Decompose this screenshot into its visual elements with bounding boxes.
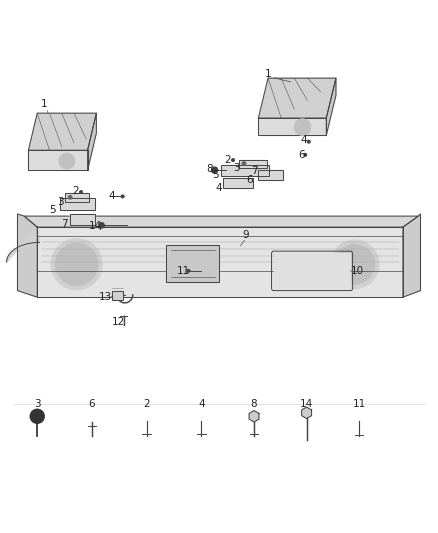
Text: 2: 2 xyxy=(72,186,79,196)
Circle shape xyxy=(307,140,310,143)
Text: 11: 11 xyxy=(177,266,190,276)
Bar xyxy=(221,165,269,176)
Bar xyxy=(112,290,123,300)
Text: 14: 14 xyxy=(89,221,102,231)
Bar xyxy=(166,245,219,282)
Polygon shape xyxy=(258,78,336,118)
Bar xyxy=(70,214,95,225)
Text: 5: 5 xyxy=(49,205,56,215)
Polygon shape xyxy=(166,245,219,282)
Circle shape xyxy=(121,195,124,198)
Text: 9: 9 xyxy=(243,230,250,240)
Polygon shape xyxy=(28,113,96,150)
Text: 4: 4 xyxy=(108,190,115,200)
Circle shape xyxy=(56,243,98,285)
Text: 7: 7 xyxy=(61,220,68,229)
Polygon shape xyxy=(221,165,269,176)
Polygon shape xyxy=(403,214,420,297)
Polygon shape xyxy=(258,118,326,135)
Circle shape xyxy=(335,245,374,284)
Polygon shape xyxy=(258,170,283,180)
Text: 3: 3 xyxy=(233,164,240,173)
Polygon shape xyxy=(28,150,88,170)
Polygon shape xyxy=(70,214,95,225)
Polygon shape xyxy=(7,227,39,262)
Polygon shape xyxy=(65,193,89,201)
Circle shape xyxy=(68,196,72,199)
Circle shape xyxy=(294,119,311,135)
Circle shape xyxy=(304,154,307,156)
Text: 14: 14 xyxy=(300,399,313,409)
Circle shape xyxy=(30,409,44,423)
Polygon shape xyxy=(274,253,350,288)
Polygon shape xyxy=(326,78,336,135)
Text: 12: 12 xyxy=(112,317,125,327)
Polygon shape xyxy=(239,159,267,167)
Polygon shape xyxy=(249,410,259,422)
Text: 3: 3 xyxy=(57,197,64,207)
Polygon shape xyxy=(302,407,311,418)
Text: 1: 1 xyxy=(40,100,47,109)
Bar xyxy=(65,193,89,201)
Text: 6: 6 xyxy=(246,175,253,185)
Polygon shape xyxy=(24,216,418,227)
Text: 6: 6 xyxy=(88,399,95,409)
Circle shape xyxy=(51,239,102,290)
Bar xyxy=(60,198,95,211)
Text: 11: 11 xyxy=(353,399,366,409)
Text: 2: 2 xyxy=(143,399,150,409)
Text: 4: 4 xyxy=(198,399,205,409)
Circle shape xyxy=(232,159,234,161)
Text: 5: 5 xyxy=(212,169,219,180)
Text: 1: 1 xyxy=(265,69,272,79)
Bar xyxy=(258,170,283,180)
Text: 8: 8 xyxy=(206,164,213,174)
Text: 4: 4 xyxy=(215,183,223,192)
Circle shape xyxy=(331,240,379,288)
Circle shape xyxy=(187,270,190,272)
Text: 13: 13 xyxy=(99,292,112,302)
Text: 4: 4 xyxy=(300,135,307,145)
Text: 8: 8 xyxy=(251,399,258,409)
Circle shape xyxy=(212,167,218,173)
Text: 3: 3 xyxy=(34,399,41,409)
Bar xyxy=(239,159,267,167)
Polygon shape xyxy=(18,214,37,297)
Polygon shape xyxy=(112,290,123,300)
Circle shape xyxy=(242,162,246,165)
Circle shape xyxy=(59,153,75,169)
Polygon shape xyxy=(88,113,96,170)
Circle shape xyxy=(99,223,104,228)
Text: 6: 6 xyxy=(298,150,305,160)
Polygon shape xyxy=(60,198,95,211)
Polygon shape xyxy=(223,178,253,188)
Text: 7: 7 xyxy=(251,166,258,176)
Text: 10: 10 xyxy=(350,266,364,276)
Bar xyxy=(223,178,253,188)
Text: 2: 2 xyxy=(224,155,231,165)
Polygon shape xyxy=(37,227,403,297)
Circle shape xyxy=(80,191,82,193)
